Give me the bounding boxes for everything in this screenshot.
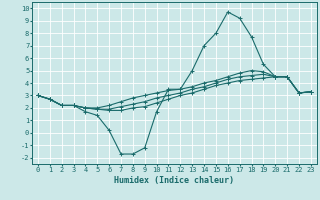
X-axis label: Humidex (Indice chaleur): Humidex (Indice chaleur) (115, 176, 234, 185)
